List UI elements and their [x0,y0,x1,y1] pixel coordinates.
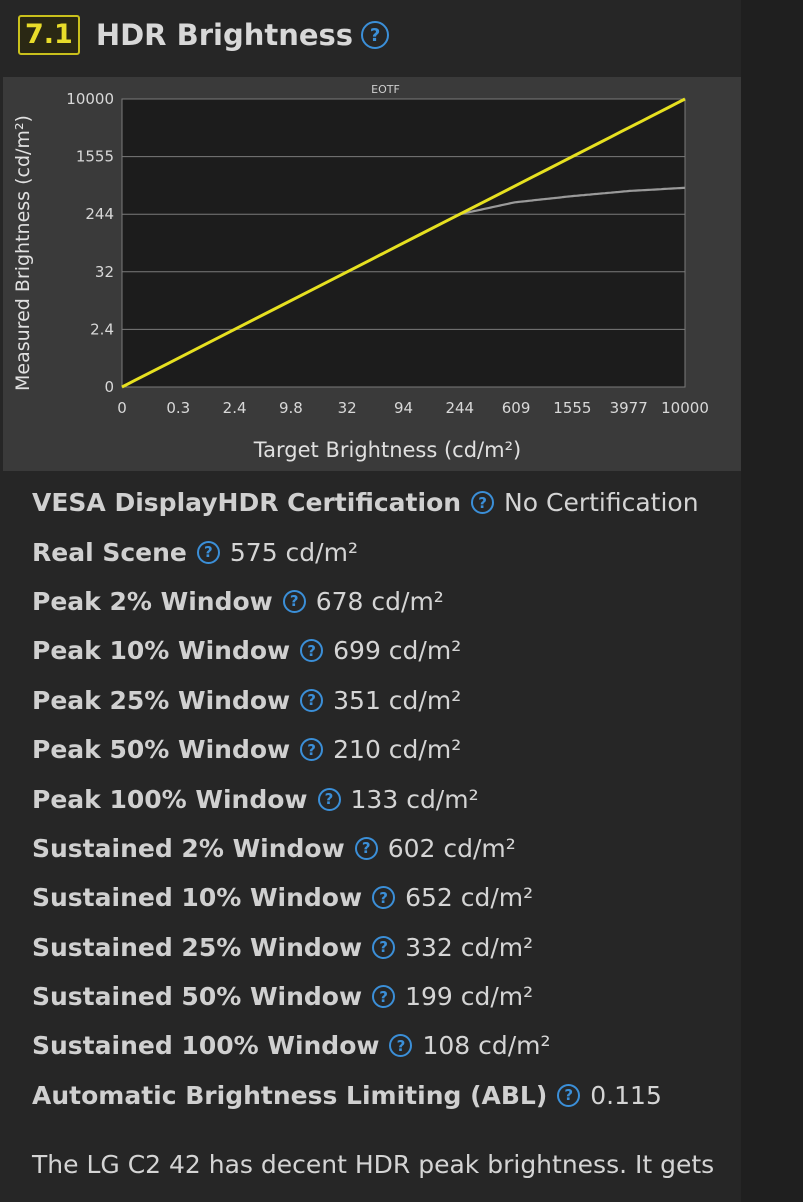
spec-label: Sustained 100% Window [32,1031,380,1061]
y-tick-label: 0 [104,378,114,396]
section-header: 7.1 HDR Brightness ? [18,14,390,56]
help-icon[interactable]: ? [300,738,324,762]
spec-row: Peak 2% Window? 678 cd/m² [32,577,732,626]
x-tick-label: 244 [445,399,474,417]
spec-label: Sustained 10% Window [32,883,363,913]
spec-value: 575 cd/m² [229,537,358,567]
spec-row: Peak 100% Window? 133 cd/m² [32,774,732,823]
help-icon[interactable]: ? [300,688,324,712]
spec-label: Peak 50% Window [32,735,291,765]
x-tick-label: 9.8 [279,399,303,417]
spec-row: Sustained 50% Window? 199 cd/m² [32,972,732,1021]
help-icon[interactable]: ? [372,985,396,1009]
y-tick-label: 10000 [66,90,114,108]
spec-label: Peak 25% Window [32,685,291,715]
spec-value: 210 cd/m² [333,735,462,765]
score-badge: 7.1 [18,15,80,55]
spec-label: Sustained 2% Window [32,833,345,863]
help-icon[interactable]: ? [282,589,306,613]
spec-row: Automatic Brightness Limiting (ABL)? 0.11… [32,1071,732,1120]
y-axis-label: Measured Brightness (cd/m²) [12,115,34,391]
spec-value: 602 cd/m² [387,833,516,863]
y-tick-label: 244 [85,205,114,223]
x-tick-label: 609 [502,399,531,417]
spec-value: 351 cd/m² [333,685,462,715]
help-icon[interactable]: ? [557,1083,581,1107]
x-tick-label: 10000 [661,399,709,417]
spec-label: Peak 100% Window [32,784,308,814]
y-tick-label: 32 [95,263,114,281]
x-tick-label: 32 [338,399,357,417]
help-icon[interactable]: ? [471,491,495,515]
spec-value: 0.115 [590,1080,662,1110]
target-series-line [121,97,686,389]
x-tick-label: 0 [117,399,127,417]
spec-row: Sustained 10% Window? 652 cd/m² [32,873,732,922]
spec-row: Sustained 2% Window? 602 cd/m² [32,824,732,873]
help-icon[interactable]: ? [354,836,378,860]
y-tick-label: 2.4 [90,320,114,338]
help-icon[interactable]: ? [300,639,324,663]
x-tick-label: 2.4 [223,399,247,417]
spec-value: 678 cd/m² [315,586,444,616]
help-icon[interactable]: ? [372,935,396,959]
x-axis-label: Target Brightness (cd/m²) [253,438,521,462]
spec-label: Peak 10% Window [32,636,291,666]
spec-value: 699 cd/m² [333,636,462,666]
spec-value: 108 cd/m² [422,1031,551,1061]
spec-row: Sustained 100% Window? 108 cd/m² [32,1021,732,1070]
spec-value: No Certification [504,488,699,518]
spec-value: 199 cd/m² [405,982,534,1012]
x-tick-label: 94 [394,399,413,417]
spec-value: 133 cd/m² [350,784,479,814]
spec-label: Automatic Brightness Limiting (ABL) [32,1080,548,1110]
review-section: 7.1 HDR Brightness ? 0 2.4 32 244 1555 10000 0… [3,14,741,1179]
spec-row: VESA DisplayHDR Certification? No Certifi… [32,478,732,527]
chart-title: EOTF [371,83,400,96]
spec-row: Peak 25% Window? 351 cd/m² [32,676,732,725]
x-tick-label: 3977 [610,399,648,417]
spec-row: Real Scene? 575 cd/m² [32,527,732,576]
section-title: HDR Brightness [95,18,354,52]
help-icon[interactable]: ? [372,886,396,910]
spec-label: Real Scene [32,537,187,567]
spec-value: 332 cd/m² [405,932,534,962]
spec-list: VESA DisplayHDR Certification? No Certifi… [32,478,732,1120]
eotf-chart: 0 2.4 32 244 1555 10000 0 0.3 2.4 9.8 32 94 244 609 15… [3,77,741,471]
eotf-chart-svg: 0 2.4 32 244 1555 10000 0 0.3 2.4 9.8 32 94 244 609 15… [12,83,709,462]
x-tick-label: 1555 [553,399,591,417]
spec-row: Sustained 25% Window? 332 cd/m² [32,923,732,972]
spec-label: VESA DisplayHDR Certification [32,488,462,518]
help-icon[interactable]: ? [389,1034,413,1058]
review-text: The LG C2 42 has decent HDR peak brightn… [32,1150,715,1179]
help-icon[interactable]: ? [196,540,220,564]
spec-label: Peak 2% Window [32,586,273,616]
spec-label: Sustained 25% Window [32,932,363,962]
x-tick-label: 0.3 [166,399,190,417]
spec-label: Sustained 50% Window [32,982,363,1012]
spec-row: Peak 10% Window? 699 cd/m² [32,626,732,675]
spec-value: 652 cd/m² [405,883,534,913]
y-tick-label: 1555 [76,148,114,166]
help-icon[interactable]: ? [361,21,390,49]
spec-row: Peak 50% Window? 210 cd/m² [32,725,732,774]
help-icon[interactable]: ? [317,787,341,811]
